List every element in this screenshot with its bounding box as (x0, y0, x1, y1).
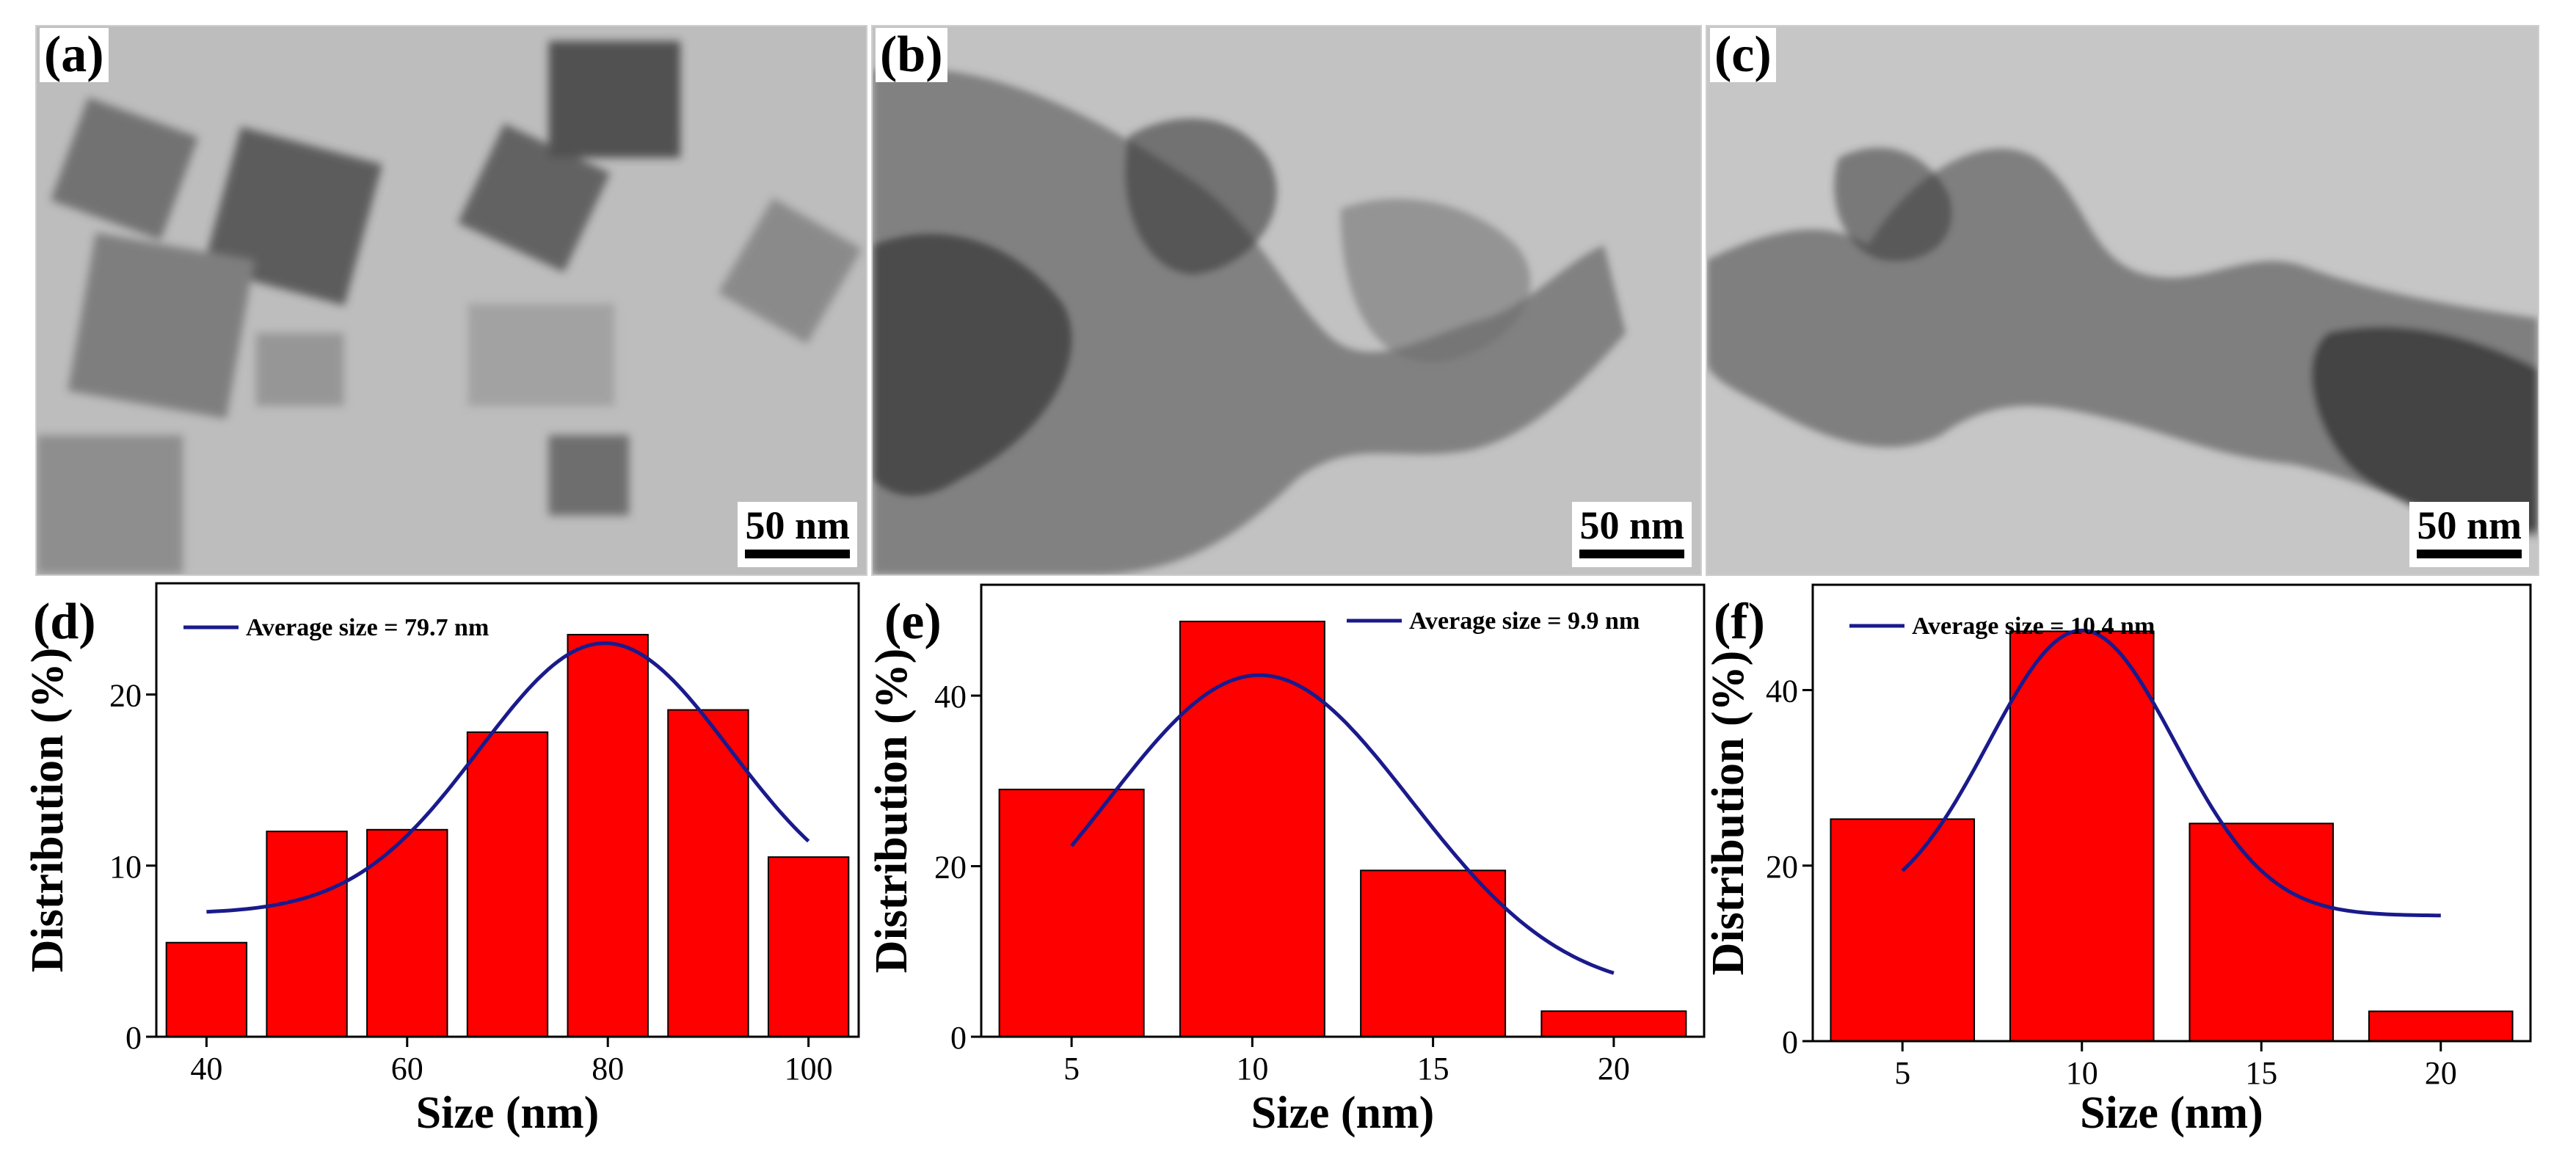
chart-d-legend-label: Average size = 79.7 nm (246, 614, 489, 641)
chart-f-xtick-label-5: 5 (1894, 1055, 1910, 1091)
chart-e-ylabel: Distribution (%) (867, 649, 917, 974)
chart-f-bar-15 (2188, 822, 2335, 1043)
tem-micrograph-a (37, 26, 866, 574)
chart-f-bar-20 (2368, 1010, 2514, 1043)
panel-label-a: (a) (40, 28, 109, 82)
chart-d-bar-80 (567, 633, 649, 1037)
scale-bar-a: 50 nm (738, 502, 857, 567)
chart-d-bar-50 (266, 831, 348, 1038)
chart-d-bar-100 (767, 856, 850, 1037)
scale-text-c: 50 nm (2417, 503, 2522, 548)
panel-label-c: (c) (1710, 28, 1776, 82)
chart-f-fit-curve (1901, 628, 2441, 918)
tem-image-b: (b) 50 nm (871, 25, 1702, 576)
chart-d-ytick-label-10: 10 (109, 849, 142, 885)
chart-e-ytick-label-0: 0 (950, 1020, 967, 1056)
chart-f-xtick-label-15: 15 (2245, 1055, 2277, 1091)
chart-d-xtick-label-100: 100 (785, 1051, 833, 1087)
chart-f-bar-10 (2009, 630, 2155, 1042)
tem-micrograph-c (1707, 26, 2538, 574)
tem-image-a: (a) 50 nm (35, 25, 867, 576)
chart-d-bar-90 (667, 709, 749, 1038)
chart-d-ytick-label-0: 0 (125, 1020, 142, 1056)
panel-label-b: (b) (876, 28, 947, 82)
chart-e-axes-frame (980, 583, 1706, 1038)
chart-e-xtick-label-20: 20 (1598, 1051, 1630, 1087)
chart-f-xlabel: Size (nm) (2080, 1088, 2263, 1138)
chart-d-fit-curve (206, 641, 810, 914)
chart-e-bar-10 (1179, 620, 1325, 1037)
chart-f-ytick-label-40: 40 (1766, 674, 1798, 710)
chart-d-axes-frame (155, 582, 860, 1038)
scale-bar-b: 50 nm (1572, 502, 1692, 567)
chart-e-bar-20 (1540, 1010, 1687, 1038)
tem-image-c: (c) 50 nm (1706, 25, 2539, 576)
chart-e-bar-15 (1360, 869, 1507, 1038)
chart-e-legend-label: Average size = 9.9 nm (1409, 608, 1640, 635)
scale-text-b: 50 nm (1579, 503, 1684, 548)
scale-bar-c: 50 nm (2409, 502, 2529, 567)
scale-line-a (745, 550, 850, 558)
chart-e-panel-label: (e) (884, 594, 942, 650)
chart-d-bar-70 (466, 731, 549, 1037)
chart-f-ytick-label-20: 20 (1766, 849, 1798, 885)
chart-e-bar-5 (998, 788, 1145, 1037)
chart-f-ylabel: Distribution (%) (1703, 651, 1753, 976)
chart-e-xtick-label-15: 15 (1417, 1051, 1449, 1087)
chart-d-panel-label: (d) (33, 594, 96, 650)
chart-e-ytick-label-40: 40 (934, 679, 967, 715)
scale-text-a: 50 nm (745, 503, 850, 548)
scale-line-b (1579, 550, 1684, 558)
chart-f-legend-label: Average size = 10.4 nm (1912, 613, 2155, 640)
chart-f-bar-5 (1830, 818, 1976, 1042)
chart-e-fit-curve (1070, 673, 1615, 975)
chart-f-panel-label: (f) (1714, 594, 1765, 650)
chart-d-xlabel: Size (nm) (416, 1088, 600, 1138)
chart-d-xtick-label-40: 40 (190, 1051, 222, 1087)
chart-d-ytick-label-20: 20 (109, 678, 142, 714)
chart-d-bar-60 (366, 828, 448, 1037)
chart-e-xtick-label-5: 5 (1063, 1051, 1080, 1087)
chart-f-ytick-label-0: 0 (1782, 1024, 1798, 1060)
chart-f-xtick-label-20: 20 (2425, 1055, 2457, 1091)
chart-f-xtick-label-10: 10 (2066, 1055, 2098, 1091)
chart-e-ytick-label-20: 20 (934, 850, 967, 886)
chart-d-xtick-label-60: 60 (391, 1051, 423, 1087)
chart-e-xtick-label-10: 10 (1236, 1051, 1268, 1087)
scale-line-c (2417, 550, 2522, 558)
chart-e-xlabel: Size (nm) (1251, 1088, 1435, 1138)
tem-micrograph-b (873, 26, 1700, 574)
chart-d-xtick-label-80: 80 (592, 1051, 624, 1087)
chart-d-bar-40 (165, 941, 248, 1037)
chart-d-ylabel: Distribution (%) (23, 648, 73, 973)
chart-f-axes-frame (1811, 583, 2532, 1043)
